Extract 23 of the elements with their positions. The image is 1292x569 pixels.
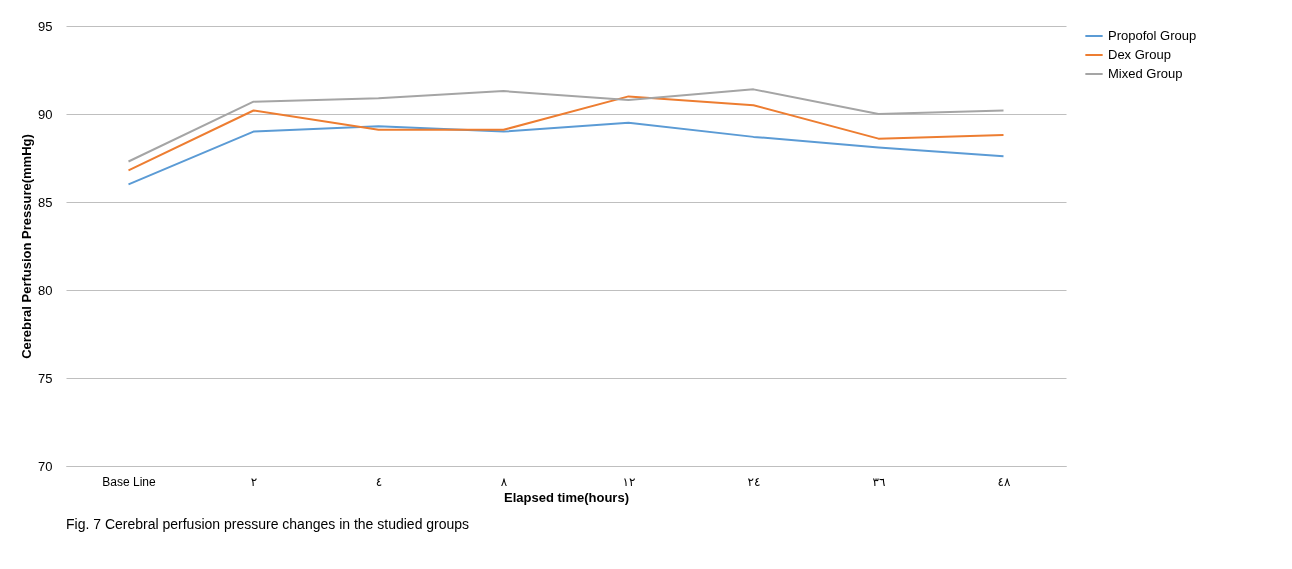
y-axis-title: Cerebral Perfusion Pressure(mmHg) <box>19 134 35 359</box>
caption: Fig. 7 Cerebral perfusion pressure changes in the studied groups <box>66 516 470 532</box>
y-tick-label: 80 <box>38 282 53 298</box>
x-tick-label: ٢٤ <box>747 474 761 489</box>
y-tick-label: 95 <box>38 18 53 34</box>
legend-label: Mixed Group <box>1108 66 1183 81</box>
y-tick-label: 90 <box>38 106 53 122</box>
x-axis-title: Elapsed time(hours) <box>504 489 629 505</box>
line-series <box>127 95 1005 172</box>
x-tick-label: ٢ <box>250 474 258 489</box>
y-tick-label: 85 <box>38 194 53 210</box>
y-tick-label: 70 <box>38 458 53 474</box>
x-tick-label: ٣٦ <box>872 474 886 489</box>
line-series <box>127 121 1005 186</box>
x-tick-label: ٨ <box>500 474 508 489</box>
x-tick-label: ٤٨ <box>997 474 1011 489</box>
x-tick-label: ١٢ <box>622 474 636 489</box>
x-tick-label: ٤ <box>375 474 383 489</box>
legend-label: Propofol Group <box>1108 28 1197 43</box>
x-tick-label: Base Line <box>102 474 157 489</box>
y-tick-label: 75 <box>38 370 53 386</box>
line-series <box>127 88 1005 163</box>
legend-label: Dex Group <box>1108 47 1171 62</box>
